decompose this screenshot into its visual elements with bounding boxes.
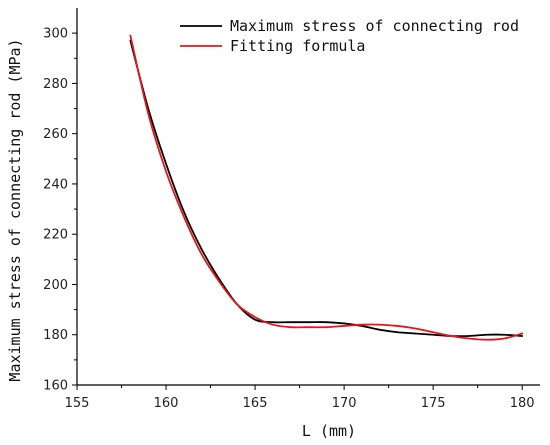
axes (76, 8, 540, 386)
legend-label-1: Fitting formula (230, 37, 365, 55)
ticks: 155 160 165 170 175 180 160 180 200 220 240 260 280 3… (43, 27, 534, 411)
x-tick-label: 165 (243, 396, 268, 411)
y-tick-label: 240 (43, 177, 68, 192)
x-tick-label: 175 (421, 396, 446, 411)
y-tick-label: 300 (43, 27, 68, 42)
y-tick-label: 260 (43, 127, 68, 142)
x-tick-label: 160 (154, 396, 179, 411)
series-line-1 (129, 34, 524, 341)
legend-label-0: Maximum stress of connecting rod (230, 17, 519, 35)
legend: Maximum stress of connecting rod Fitting… (180, 17, 519, 55)
x-tick-label: 155 (65, 396, 90, 411)
x-tick-label: 180 (510, 396, 535, 411)
series-line-0 (129, 39, 524, 338)
y-tick-label: 220 (43, 228, 68, 243)
series-group (129, 34, 524, 341)
y-tick-label: 200 (43, 278, 68, 293)
x-tick-label: 170 (332, 396, 357, 411)
y-tick-label: 280 (43, 77, 68, 92)
y-axis-title: Maximum stress of connecting rod (MPa) (6, 38, 24, 381)
y-tick-label: 160 (43, 379, 68, 394)
y-tick-label: 180 (43, 328, 68, 343)
x-axis-title: L (mm) (302, 422, 356, 440)
